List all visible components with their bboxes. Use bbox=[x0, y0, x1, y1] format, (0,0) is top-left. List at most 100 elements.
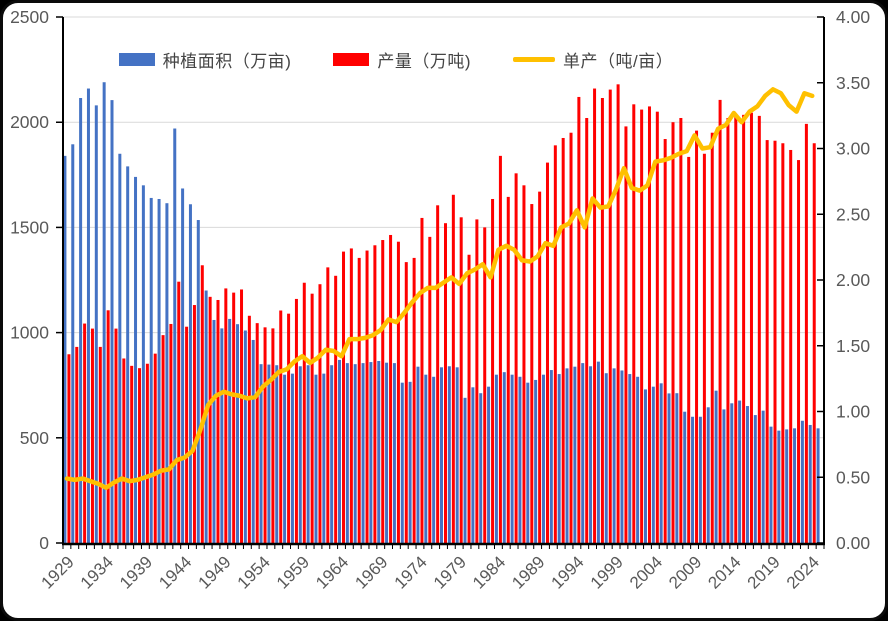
area-bar-1942 bbox=[165, 203, 169, 544]
area-bar-1941 bbox=[157, 198, 161, 543]
production-bar-1972 bbox=[404, 262, 408, 543]
x-axis-year-label: 1944 bbox=[155, 552, 195, 592]
production-bar-1956 bbox=[279, 310, 283, 543]
area-bar-2014 bbox=[730, 403, 734, 543]
production-bar-2009 bbox=[695, 130, 699, 543]
area-bar-1950 bbox=[228, 318, 232, 543]
area-bar-1933 bbox=[94, 105, 98, 544]
x-axis-year-label: 1934 bbox=[77, 552, 117, 592]
area-bar-1993 bbox=[565, 368, 569, 543]
area-bar-2020 bbox=[777, 430, 781, 543]
production-bar-2019 bbox=[773, 140, 777, 543]
area-bar-1930 bbox=[71, 144, 75, 544]
production-bar-2000 bbox=[624, 126, 628, 544]
production-bar-2021 bbox=[789, 149, 793, 544]
x-axis-year-label: 1989 bbox=[508, 552, 548, 592]
area-bar-1978 bbox=[447, 366, 451, 543]
production-bar-1986 bbox=[514, 173, 518, 543]
right-axis-tick-label: 2.00 bbox=[836, 270, 870, 290]
production-bar-2023 bbox=[804, 123, 808, 543]
production-bar-1984 bbox=[498, 155, 502, 543]
area-bar-1991 bbox=[549, 370, 553, 543]
production-bar-1977 bbox=[444, 223, 447, 543]
area-bar-1988 bbox=[526, 382, 530, 543]
area-bar-2010 bbox=[698, 416, 702, 543]
area-bar-1948 bbox=[212, 319, 216, 543]
production-bar-1965 bbox=[349, 248, 353, 543]
x-axis-year-label: 2024 bbox=[783, 552, 823, 592]
area-bar-1972 bbox=[400, 382, 404, 543]
production-bar-1974 bbox=[420, 217, 424, 543]
production-bar-2015 bbox=[742, 114, 746, 543]
area-bar-2025 bbox=[816, 428, 820, 543]
production-bar-2014 bbox=[734, 115, 738, 543]
yield-line bbox=[64, 87, 815, 491]
left-axis-tick-label: 1000 bbox=[10, 323, 49, 343]
production-bar-1978 bbox=[451, 194, 455, 543]
production-bar-2012 bbox=[718, 99, 722, 544]
area-bar-1956 bbox=[275, 365, 279, 543]
area-bar-1989 bbox=[534, 379, 538, 543]
production-bar-1931 bbox=[83, 323, 87, 543]
left-axis-tick-label: 500 bbox=[20, 428, 49, 448]
area-bar-1936 bbox=[118, 153, 122, 543]
area-bar-2016 bbox=[745, 406, 749, 543]
x-axis-year-label: 1974 bbox=[391, 552, 431, 592]
production-bar-2003 bbox=[647, 106, 651, 544]
area-bar-1938 bbox=[134, 176, 138, 544]
production-bar-1942 bbox=[169, 323, 173, 543]
area-bar-1987 bbox=[518, 376, 522, 543]
x-axis-year-label: 1959 bbox=[273, 552, 313, 592]
production-bar-1952 bbox=[247, 315, 251, 543]
area-bar-1955 bbox=[267, 364, 271, 543]
production-bar-2006 bbox=[671, 122, 675, 543]
x-axis-year-label: 2009 bbox=[665, 552, 705, 592]
area-bar-1935 bbox=[110, 100, 114, 543]
production-bar-2017 bbox=[757, 115, 761, 543]
production-bar-1973 bbox=[412, 257, 416, 543]
production-bar-1975 bbox=[428, 236, 432, 544]
production-bar-1937 bbox=[130, 365, 134, 543]
production-bar-1935 bbox=[114, 328, 118, 543]
area-bar-1937 bbox=[126, 166, 130, 543]
production-bar-2002 bbox=[640, 109, 644, 544]
area-bar-1980 bbox=[463, 397, 467, 543]
area-bar-1952 bbox=[243, 330, 247, 543]
area-bar-2021 bbox=[785, 429, 789, 543]
production-bar-2004 bbox=[655, 111, 659, 544]
area-bar-1963 bbox=[330, 365, 334, 543]
area-bar-2001 bbox=[628, 374, 632, 543]
production-bar-1963 bbox=[334, 275, 338, 543]
production-bar-1970 bbox=[389, 234, 393, 543]
x-axis-year-label: 1979 bbox=[430, 552, 470, 592]
production-bar-1989 bbox=[538, 191, 542, 543]
area-bar-1974 bbox=[416, 366, 420, 543]
production-bar-1949 bbox=[224, 288, 228, 543]
x-axis-year-label: 2004 bbox=[626, 552, 666, 592]
production-bar-1992 bbox=[561, 137, 565, 544]
area-bar-1982 bbox=[479, 393, 483, 543]
area-bar-1968 bbox=[369, 362, 373, 543]
production-bar-1971 bbox=[396, 241, 400, 543]
area-bar-1959 bbox=[298, 366, 302, 543]
production-bar-1993 bbox=[569, 132, 573, 543]
production-bar-1944 bbox=[185, 326, 189, 543]
x-axis-year-label: 1994 bbox=[548, 552, 588, 592]
area-bar-1958 bbox=[290, 373, 294, 543]
production-bar-1962 bbox=[326, 267, 330, 543]
area-bar-1954 bbox=[259, 364, 263, 543]
production-bar-1966 bbox=[357, 257, 361, 543]
production-bar-2007 bbox=[679, 117, 683, 543]
area-bar-2000 bbox=[620, 370, 624, 543]
left-axis-tick-label: 2500 bbox=[10, 7, 49, 27]
area-bar-2023 bbox=[800, 420, 804, 543]
area-bar-2008 bbox=[683, 411, 687, 543]
right-axis-tick-label: 0.50 bbox=[836, 467, 870, 487]
area-bar-1957 bbox=[283, 374, 287, 543]
production-bar-1946 bbox=[200, 265, 204, 543]
area-bar-1949 bbox=[220, 328, 224, 543]
area-bar-2019 bbox=[769, 426, 773, 543]
x-axis-year-label: 1969 bbox=[351, 552, 391, 592]
production-bar-2011 bbox=[710, 132, 714, 543]
production-bar-1964 bbox=[342, 251, 346, 543]
